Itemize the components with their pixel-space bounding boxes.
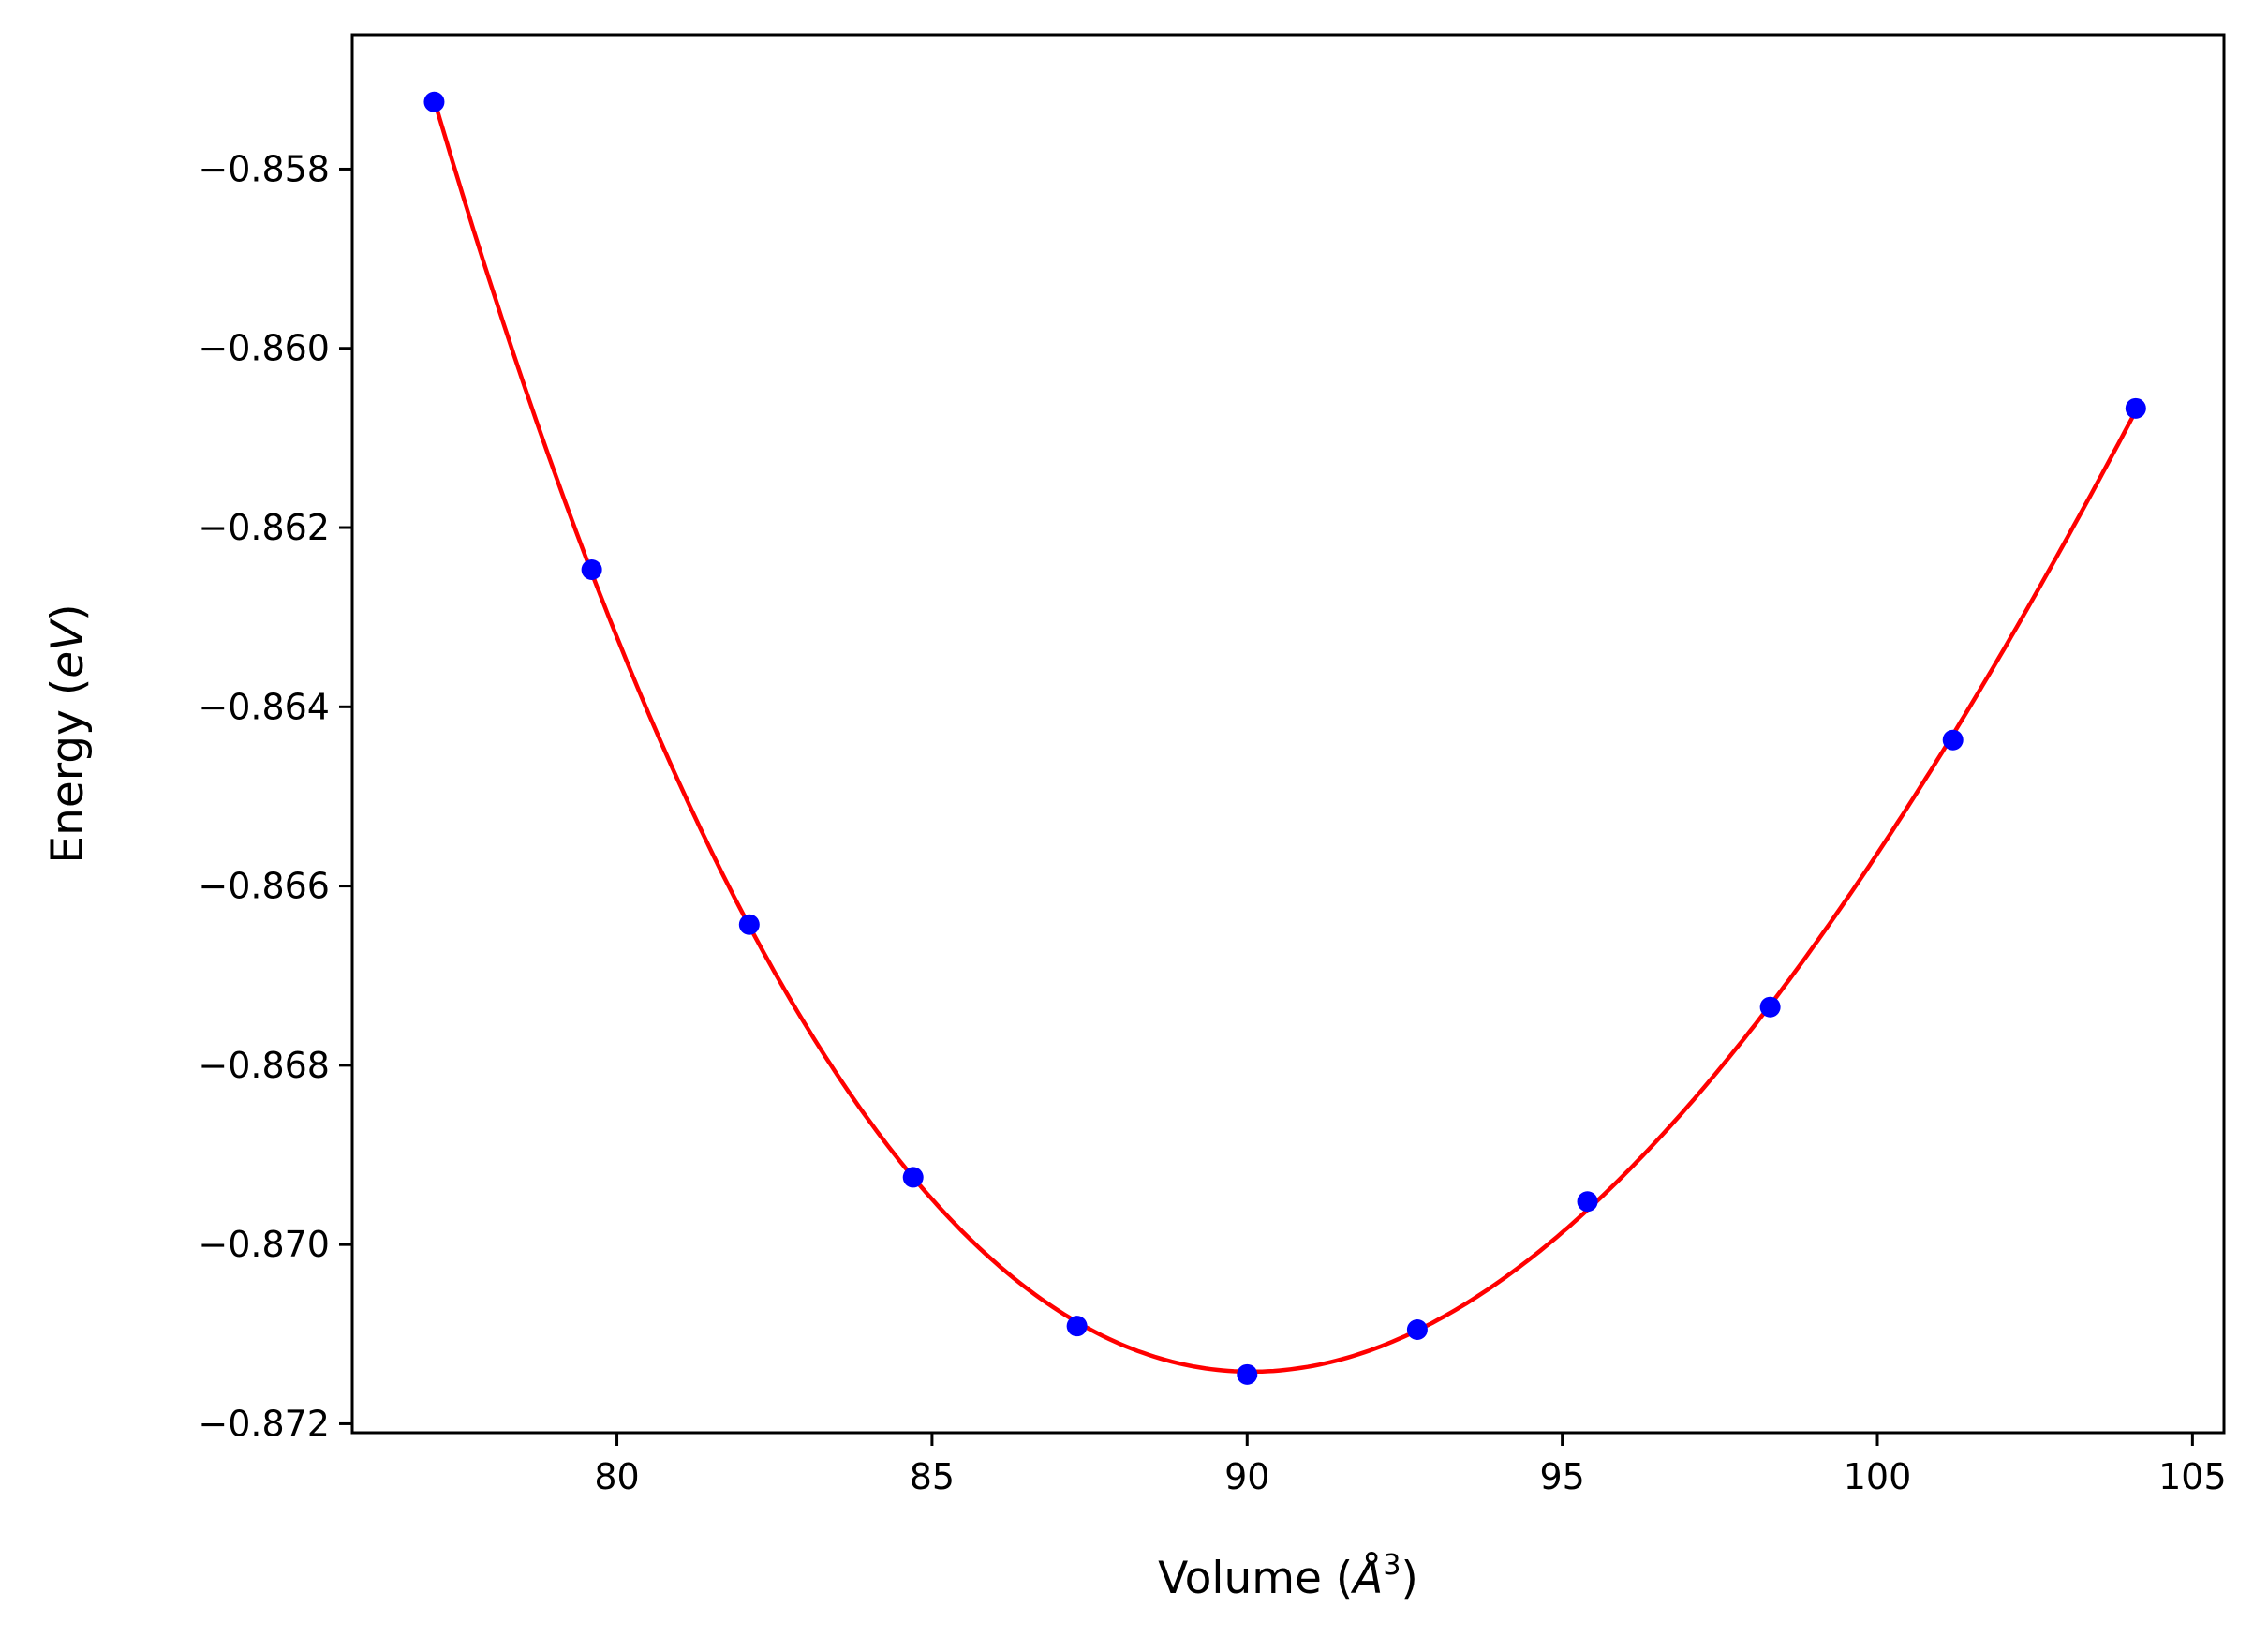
y-tick-label: −0.870: [198, 1224, 330, 1265]
data-point: [1406, 1319, 1428, 1341]
x-axis-title: Volume (Å3): [1158, 1549, 1418, 1604]
data-points-layer: [423, 91, 2146, 1385]
data-point: [1066, 1316, 1088, 1337]
y-axis-title: Energy (eV): [42, 603, 94, 863]
data-point: [1237, 1363, 1258, 1385]
data-point: [581, 558, 602, 580]
y-tick-label: −0.872: [198, 1403, 330, 1444]
data-point: [1942, 729, 1964, 751]
data-point: [902, 1167, 924, 1188]
y-tick-label: −0.868: [198, 1045, 330, 1086]
x-tick-label: 105: [2158, 1456, 2227, 1497]
plot-area-frame: [350, 33, 2226, 1435]
y-tick-label: −0.860: [198, 328, 330, 369]
x-axis-ticks: 80 85 90 95 100 105: [594, 1433, 2227, 1497]
data-point: [2125, 397, 2146, 419]
x-tick-label: 90: [1224, 1456, 1269, 1497]
y-tick-label: −0.864: [198, 686, 330, 727]
data-point: [738, 914, 760, 935]
y-tick-label: −0.862: [198, 507, 330, 548]
data-point: [423, 91, 445, 112]
data-point: [1577, 1191, 1598, 1213]
y-tick-label: −0.858: [198, 148, 330, 189]
fit-curve: [432, 98, 2138, 1375]
y-axis-ticks: −0.858 −0.860 −0.862 −0.864 −0.866 −0.868 −0.8…: [198, 148, 352, 1444]
fit-curve-layer: [432, 98, 2138, 1375]
x-tick-label: 100: [1844, 1456, 1912, 1497]
x-tick-label: 85: [910, 1456, 955, 1497]
x-tick-label: 95: [1539, 1456, 1584, 1497]
y-tick-label: −0.866: [198, 866, 330, 907]
data-point: [1759, 996, 1781, 1018]
x-tick-label: 80: [594, 1456, 639, 1497]
